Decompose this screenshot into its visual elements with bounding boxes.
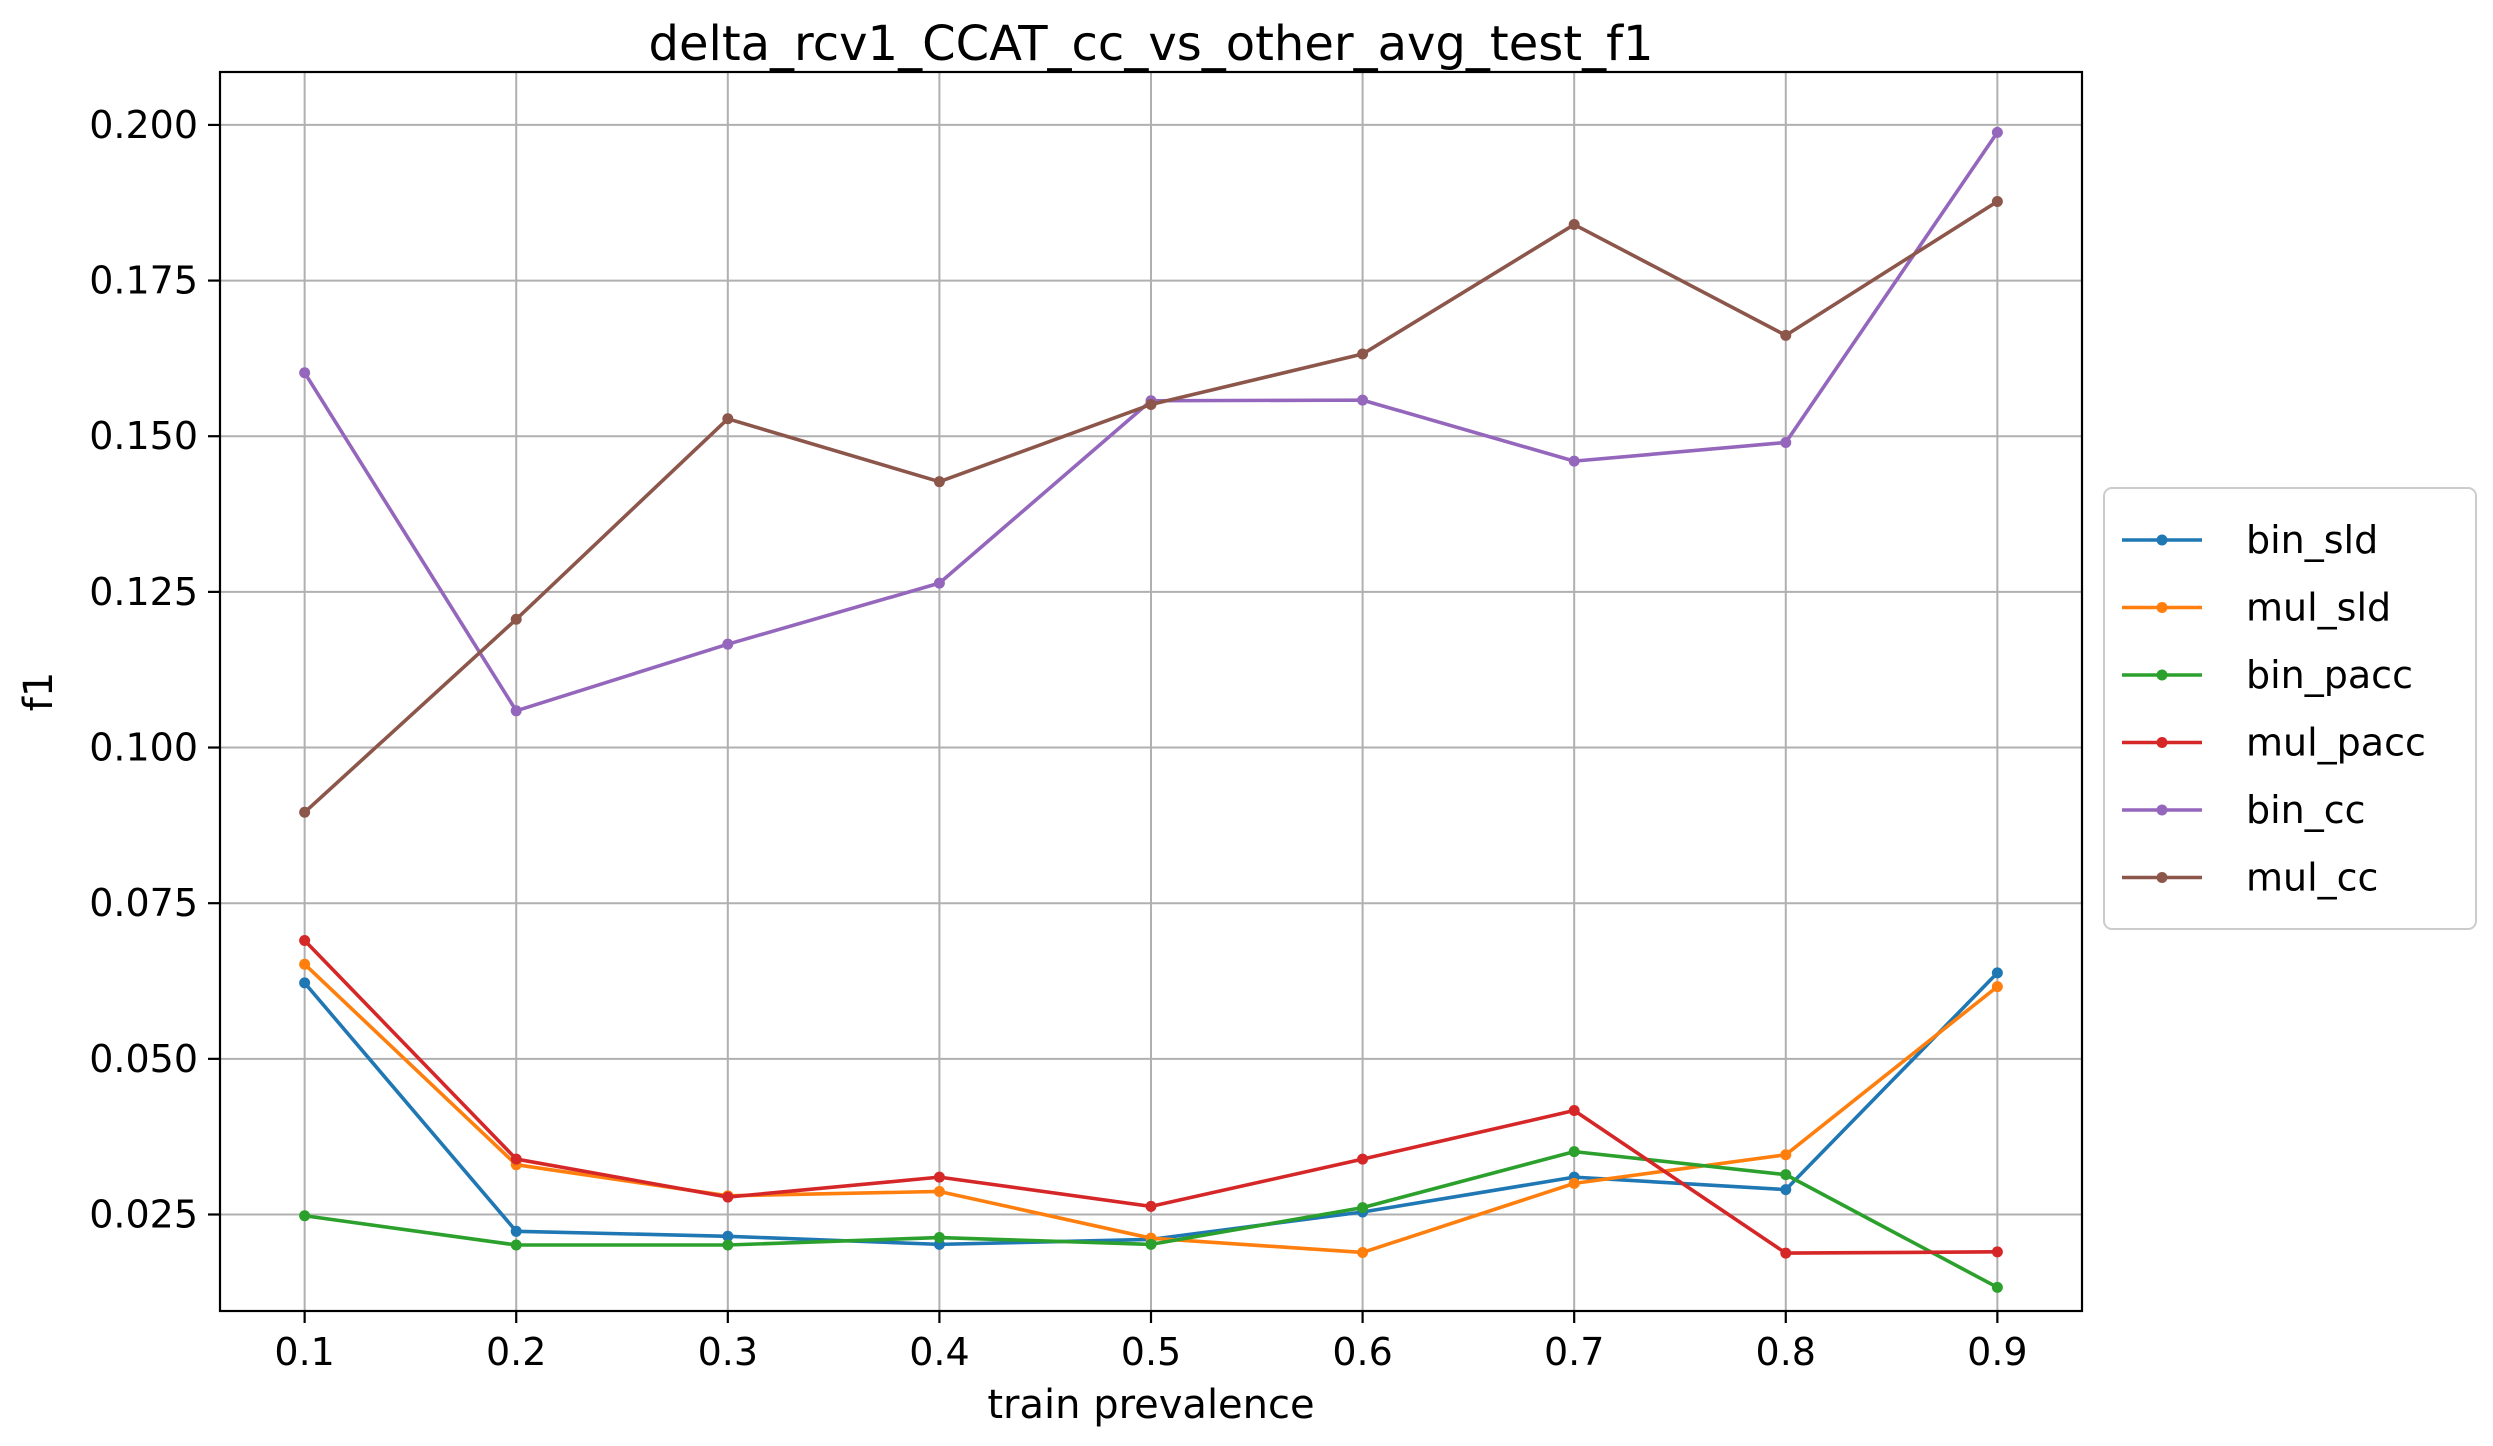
legend-label: bin_pacc	[2246, 653, 2413, 697]
data-point	[1357, 348, 1369, 360]
legend-box	[2103, 487, 2477, 930]
legend-item: bin_cc	[2122, 788, 2366, 832]
legend-marker	[2156, 737, 2168, 748]
legend-marker	[2156, 804, 2168, 816]
data-point	[722, 1239, 734, 1251]
legend-item: bin_sld	[2122, 518, 2378, 562]
legend-marker	[2156, 602, 2168, 613]
data-point	[299, 367, 311, 379]
data-point	[510, 1225, 522, 1237]
data-point	[933, 1171, 945, 1183]
y-tick-label: 0.025	[89, 1192, 198, 1236]
data-point	[1991, 967, 2003, 979]
data-point	[933, 476, 945, 488]
legend-label: bin_cc	[2246, 788, 2366, 832]
data-point	[722, 1230, 734, 1242]
legend: bin_sld mul_sld bin_pacc mul_pacc bin_cc mul_…	[2103, 487, 2477, 930]
x-tick-label: 0.8	[1756, 1330, 1816, 1374]
data-point	[933, 1232, 945, 1244]
y-tick-label: 0.150	[89, 414, 198, 458]
data-point	[299, 806, 311, 818]
data-point	[722, 413, 734, 425]
x-tick-label: 0.7	[1544, 1330, 1604, 1374]
x-tick-label: 0.9	[1967, 1330, 2027, 1374]
data-point	[1568, 1105, 1580, 1117]
y-tick-label: 0.100	[89, 726, 198, 770]
data-point	[1991, 1281, 2003, 1293]
data-point	[1568, 455, 1580, 467]
data-point	[1780, 1149, 1792, 1161]
data-point	[1991, 126, 2003, 138]
data-point	[510, 705, 522, 717]
data-point	[510, 1239, 522, 1251]
x-tick-label: 0.6	[1332, 1330, 1392, 1374]
data-point	[510, 613, 522, 625]
data-point	[722, 1191, 734, 1203]
chart-title: delta_rcv1_CCAT_cc_vs_other_avg_test_f1	[648, 16, 1653, 72]
grid	[220, 72, 2082, 1311]
series-layer	[299, 126, 2003, 1293]
data-point	[1991, 1246, 2003, 1258]
legend-label: mul_sld	[2246, 586, 2391, 630]
y-tick-label: 0.175	[89, 259, 198, 303]
y-axis-label: f1	[16, 672, 62, 712]
legend-marker	[2156, 534, 2168, 546]
data-point	[1991, 981, 2003, 993]
data-point	[1568, 1177, 1580, 1189]
data-point	[299, 1210, 311, 1222]
series-bin_pacc	[299, 1146, 2003, 1293]
data-point	[299, 935, 311, 947]
x-tick-label: 0.4	[909, 1330, 969, 1374]
y-tick-label: 0.125	[89, 570, 198, 614]
legend-marker	[2156, 872, 2168, 883]
legend-item: mul_sld	[2122, 586, 2391, 630]
legend-item: bin_pacc	[2122, 653, 2413, 697]
data-point	[1357, 1153, 1369, 1165]
data-point	[1780, 436, 1792, 448]
data-point	[1780, 1247, 1792, 1259]
legend-label: mul_pacc	[2246, 721, 2426, 765]
data-point	[299, 977, 311, 989]
data-point	[933, 1185, 945, 1197]
series-mul_pacc	[299, 935, 2003, 1259]
x-axis: 0.1 0.2 0.3 0.4 0.5 0.6 0.7 0.8 0.9	[274, 1311, 2028, 1374]
y-tick-label: 0.200	[89, 103, 198, 147]
data-point	[933, 577, 945, 589]
legend-item: mul_pacc	[2122, 721, 2426, 765]
data-point	[1991, 196, 2003, 208]
x-tick-label: 0.3	[698, 1330, 758, 1374]
x-tick-label: 0.1	[274, 1330, 334, 1374]
data-point	[1357, 1246, 1369, 1258]
x-tick-label: 0.5	[1121, 1330, 1181, 1374]
x-tick-label: 0.2	[486, 1330, 546, 1374]
y-tick-label: 0.050	[89, 1037, 198, 1081]
legend-marker	[2156, 669, 2168, 681]
legend-item: mul_cc	[2122, 856, 2378, 900]
data-point	[1145, 1238, 1157, 1250]
x-axis-label: train prevalence	[987, 1382, 1314, 1428]
series-mul_cc	[299, 196, 2003, 818]
legend-label: bin_sld	[2246, 518, 2378, 562]
y-axis: 0.025 0.050 0.075 0.100 0.125 0.150 0.175 0.200	[89, 103, 220, 1236]
data-point	[299, 958, 311, 970]
data-point	[1568, 1146, 1580, 1158]
data-point	[1145, 1200, 1157, 1212]
data-point	[1780, 1169, 1792, 1181]
data-point	[722, 638, 734, 650]
data-point	[1568, 219, 1580, 231]
data-point	[1357, 394, 1369, 406]
legend-label: mul_cc	[2246, 856, 2378, 900]
data-point	[510, 1153, 522, 1165]
data-point	[1780, 1184, 1792, 1196]
data-point	[1145, 398, 1157, 410]
data-point	[1357, 1202, 1369, 1214]
y-tick-label: 0.075	[89, 881, 198, 925]
data-point	[1780, 329, 1792, 341]
